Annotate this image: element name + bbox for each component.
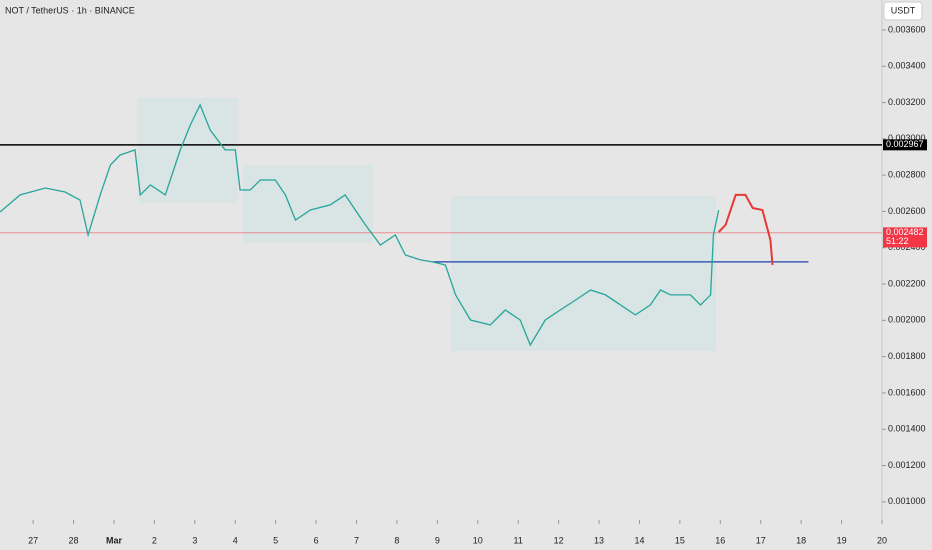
currency-button[interactable] — [883, 1, 923, 21]
y-tick-label: 0.002600 — [888, 206, 926, 216]
y-tick-label: 0.002000 — [888, 315, 926, 325]
y-tick-label: 0.003200 — [888, 97, 926, 107]
y-tick-label: 0.001200 — [888, 460, 926, 470]
profile-box — [451, 196, 716, 351]
x-tick-label: 4 — [233, 535, 238, 545]
y-tick-label: 0.002200 — [888, 278, 926, 288]
x-tick-label: 14 — [634, 535, 644, 545]
y-tick-label: 0.001400 — [888, 424, 926, 434]
countdown: 51:22 — [886, 236, 909, 246]
x-tick-label: 20 — [877, 535, 887, 545]
y-tick-label: 0.001600 — [888, 387, 926, 397]
x-tick-label: 17 — [756, 535, 766, 545]
x-tick-label: 10 — [473, 535, 483, 545]
x-tick-label: 2 — [152, 535, 157, 545]
level-tag — [883, 139, 927, 151]
y-tick-label: 0.002800 — [888, 170, 926, 180]
y-tick-label: 0.003600 — [888, 24, 926, 34]
level-label: 0.002967 — [886, 139, 924, 149]
x-tick-label: 5 — [273, 535, 278, 545]
x-tick-label: 18 — [796, 535, 806, 545]
x-tick-label: 16 — [715, 535, 725, 545]
price-line — [0, 103, 720, 347]
x-tick-label: 13 — [594, 535, 604, 545]
x-tick-label: 8 — [394, 535, 399, 545]
x-tick-label: 15 — [675, 535, 685, 545]
x-tick-label: 9 — [435, 535, 440, 545]
level-tag — [883, 227, 927, 248]
y-tick-label: 0.003000 — [888, 133, 926, 143]
profile-box — [243, 165, 373, 243]
x-tick-label: 19 — [837, 535, 847, 545]
x-tick-label: 6 — [314, 535, 319, 545]
y-tick-label: 0.003400 — [888, 61, 926, 71]
x-tick-label: 27 — [28, 535, 38, 545]
x-tick-label: 7 — [354, 535, 359, 545]
x-tick-label: 28 — [69, 535, 79, 545]
level-label: 0.002482 — [886, 227, 924, 237]
chart-title: NOT / TetherUS · 1h · BINANCE — [5, 5, 135, 15]
x-tick-label: 12 — [554, 535, 564, 545]
x-tick-label: 3 — [192, 535, 197, 545]
y-tick-label: 0.001800 — [888, 351, 926, 361]
y-tick-label: 0.001000 — [888, 496, 926, 506]
profile-box — [138, 98, 238, 203]
forecast-line — [717, 193, 774, 266]
x-tick-label: 11 — [514, 535, 523, 545]
x-tick-label: Mar — [106, 535, 123, 545]
currency-label[interactable]: USDT — [891, 5, 916, 15]
